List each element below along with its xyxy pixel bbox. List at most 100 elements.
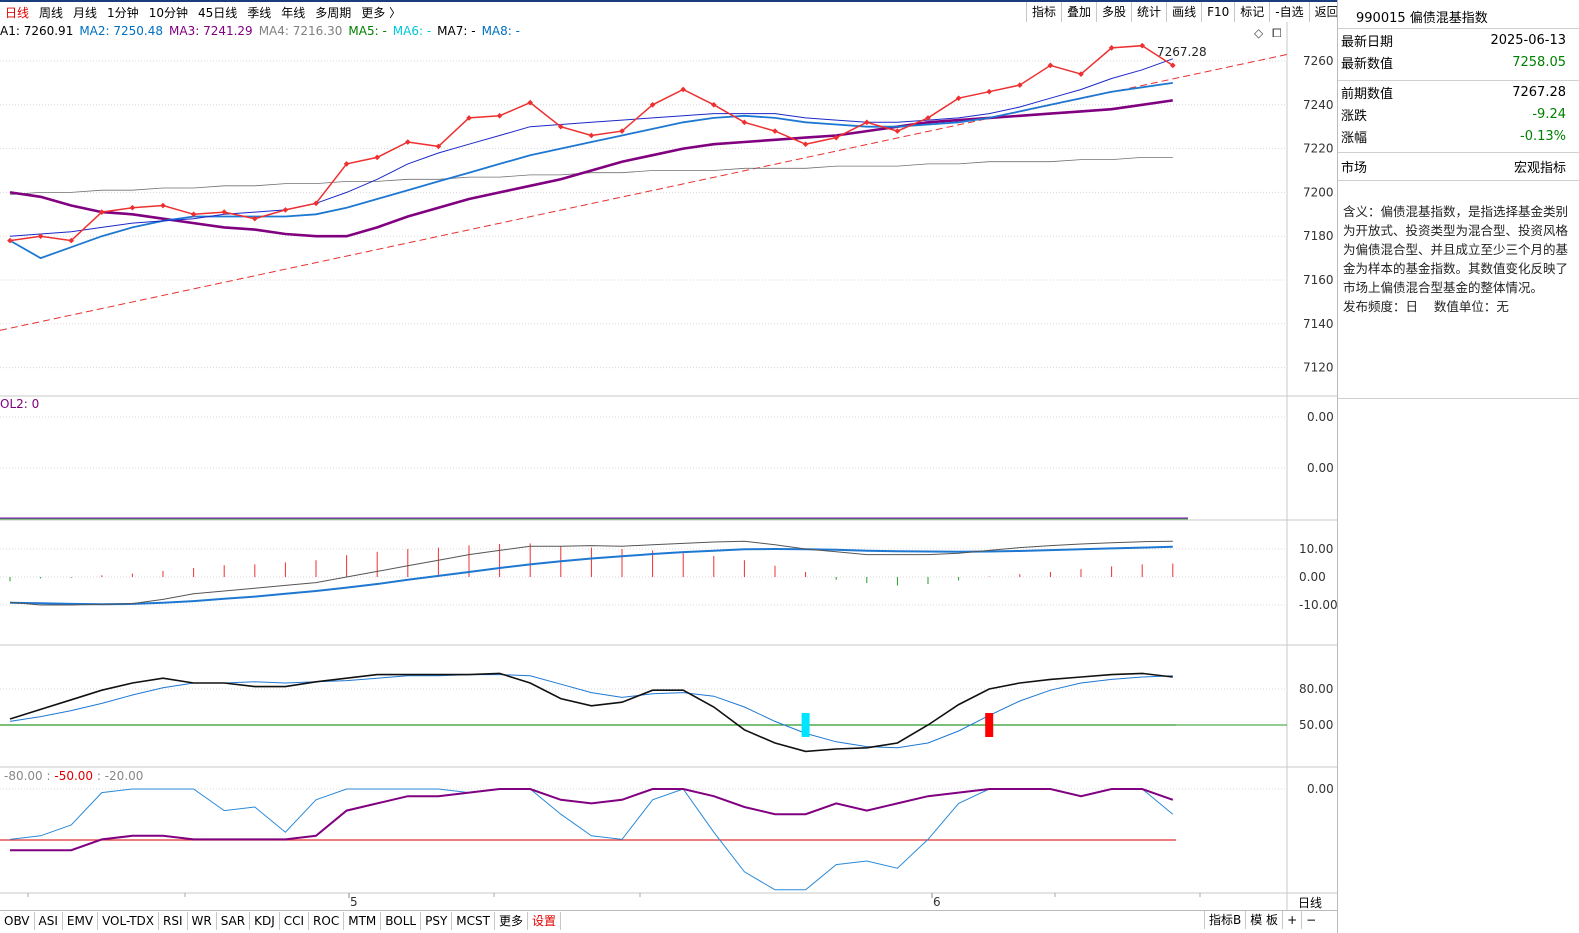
info-name: 偏债混基指数	[1409, 11, 1488, 26]
toolbar-button[interactable]: 指标	[1026, 2, 1061, 22]
index-point	[649, 101, 656, 108]
panel-borders	[0, 22, 1337, 910]
index-point	[557, 123, 564, 130]
period-tab[interactable]: 多周期	[315, 5, 352, 20]
period-tab[interactable]: 日线	[5, 5, 30, 20]
info-row-value: 2025-06-13	[1490, 32, 1566, 48]
toolbar-button[interactable]: 统计	[1131, 2, 1166, 22]
index-point	[1078, 71, 1084, 77]
indicator-tab[interactable]: CCI	[280, 912, 310, 930]
ma-legend-item: A1: 7260.91	[0, 24, 74, 38]
divider	[1338, 28, 1579, 29]
bottom-control-button[interactable]: +	[1282, 911, 1301, 929]
macd-tick: -10.00	[1299, 598, 1337, 612]
price-tick: 7120	[1303, 361, 1334, 375]
divider	[1338, 152, 1579, 153]
toolbar-button[interactable]: 画线	[1166, 2, 1201, 22]
price-tick: 7240	[1303, 98, 1334, 112]
index-point	[1169, 62, 1176, 69]
indicator-tab[interactable]: RSI	[159, 912, 188, 930]
index-point	[374, 154, 381, 161]
wr-legend: -80.00 : -50.00 : -20.00	[4, 769, 143, 783]
grid-lines	[0, 60, 1287, 790]
axis-ticks: 7260 7240 7220 7200 7180 7160 7140 7120 0.00 0.00…	[1299, 54, 1337, 796]
macd-dif-line	[9, 540, 1173, 606]
divider	[1338, 398, 1579, 399]
vol-tick: 0.00	[1307, 410, 1334, 424]
bottom-control-button[interactable]: −	[1301, 911, 1320, 929]
period-tab[interactable]: 月线	[73, 5, 98, 20]
indicator-tab[interactable]: KDJ	[250, 912, 280, 930]
ma-legend-item: MA4: 7216.30	[258, 24, 343, 38]
index-point	[435, 143, 442, 150]
index-point	[1139, 42, 1146, 49]
toolbar-button[interactable]: 多股	[1096, 2, 1131, 22]
indicator-tab[interactable]: PSY	[421, 912, 453, 930]
chart-toolbar: 指标 叠加 多股 统计 画线 F10 标记 -自选 返回	[1026, 2, 1339, 22]
bottom-control-button[interactable]: 指标B	[1204, 911, 1245, 929]
description-text: 含义：偏债混基指数，是指选择基金类别为开放式、投资类型为混合型、投资风格为偏债混…	[1343, 204, 1569, 295]
info-row-value: 宏观指标	[1513, 160, 1566, 176]
indicator-tab[interactable]: ROC	[309, 912, 345, 930]
price-tick: 7220	[1303, 142, 1334, 156]
info-code: 990015	[1356, 11, 1406, 26]
indicator-tab[interactable]: ASI	[35, 912, 63, 930]
period-tab[interactable]: 1分钟	[107, 5, 139, 20]
period-tab[interactable]: 周线	[39, 5, 64, 20]
period-tab[interactable]: 10分钟	[148, 5, 188, 20]
info-row: 涨跌 -9.24	[1341, 104, 1566, 124]
volume-panel: OL2: 0	[0, 397, 1188, 520]
bottom-control-button[interactable]: 模 板	[1245, 911, 1282, 929]
ma-legend-item: MA3: 7241.29	[169, 24, 253, 38]
wr2-line	[10, 788, 1174, 852]
frequency-label: 发布频度：日	[1343, 299, 1419, 314]
ma2-line	[9, 82, 1173, 260]
indicator-tab[interactable]: 设置	[528, 912, 562, 930]
toolbar-button[interactable]: 返回	[1308, 2, 1344, 22]
kdj-d-line	[9, 674, 1173, 749]
expand-icon[interactable]: ⧠	[1272, 26, 1282, 40]
index-point	[466, 115, 472, 121]
index-point	[955, 95, 962, 102]
axis-period-label: 日线	[1298, 896, 1323, 910]
indicator-tab[interactable]: EMV	[63, 912, 99, 930]
kdj-signal-bar	[801, 713, 810, 737]
info-row: 市场 宏观指标	[1341, 156, 1566, 176]
chart-canvas[interactable]: 7260 7240 7220 7200 7180 7160 7140 7120 0.00 0.00…	[0, 22, 1337, 910]
bottom-right-controls: 指标B 模 板 + −	[1204, 910, 1337, 930]
toolbar-button[interactable]: 叠加	[1061, 2, 1096, 22]
divider	[1338, 80, 1579, 81]
indicator-tab[interactable]: MTM	[344, 912, 382, 930]
info-row: 最新数值 7258.05	[1341, 52, 1566, 72]
toolbar-button[interactable]: F10	[1201, 2, 1234, 22]
info-row-value: -9.24	[1532, 106, 1566, 122]
period-tab[interactable]: 季线	[247, 5, 272, 20]
period-tab[interactable]: 45日线	[197, 5, 238, 20]
indicator-tab[interactable]: MCST	[452, 912, 495, 930]
index-point	[1016, 82, 1023, 88]
kdj-panel	[0, 672, 1176, 753]
toolbar-button[interactable]: -自选	[1269, 2, 1308, 22]
indicator-tab[interactable]: SAR	[217, 912, 251, 930]
macd-tick: 10.00	[1299, 542, 1333, 556]
info-row-label: 最新日期	[1341, 34, 1394, 50]
price-tick: 7260	[1303, 54, 1334, 68]
index-point	[404, 139, 411, 145]
period-tab[interactable]: 年线	[281, 5, 306, 20]
toolbar-button[interactable]: 标记	[1234, 2, 1269, 22]
period-tab[interactable]: 更多 〉	[361, 5, 402, 20]
indicator-tab[interactable]: VOL-TDX	[98, 912, 159, 930]
ma1-line	[9, 58, 1173, 237]
index-point	[1108, 45, 1115, 51]
diamond-icon[interactable]: ◇	[1254, 26, 1264, 40]
indicator-tab[interactable]: WR	[188, 912, 217, 930]
index-point	[160, 202, 166, 209]
indicator-tab[interactable]: OBV	[0, 912, 35, 930]
indicator-tab[interactable]: 更多	[495, 912, 528, 930]
indicator-tab[interactable]: BOLL	[381, 912, 422, 930]
index-point	[680, 86, 687, 93]
ma4-line	[9, 156, 1173, 195]
info-row-label: 最新数值	[1341, 56, 1394, 72]
index-point	[527, 99, 534, 106]
